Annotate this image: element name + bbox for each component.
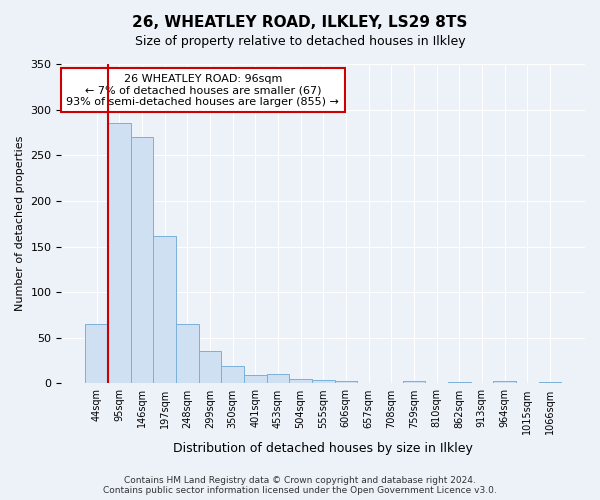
Bar	[85, 324, 108, 384]
Bar	[199, 352, 221, 384]
Bar	[244, 375, 266, 384]
Bar	[266, 374, 289, 384]
Bar	[289, 379, 312, 384]
Bar	[539, 382, 561, 384]
Y-axis label: Number of detached properties: Number of detached properties	[15, 136, 25, 312]
Bar	[448, 382, 470, 384]
Bar	[357, 382, 380, 384]
Text: Contains HM Land Registry data © Crown copyright and database right 2024.
Contai: Contains HM Land Registry data © Crown c…	[103, 476, 497, 495]
Text: 26 WHEATLEY ROAD: 96sqm
← 7% of detached houses are smaller (67)
93% of semi-det: 26 WHEATLEY ROAD: 96sqm ← 7% of detached…	[67, 74, 339, 107]
Bar	[312, 380, 335, 384]
X-axis label: Distribution of detached houses by size in Ilkley: Distribution of detached houses by size …	[173, 442, 473, 455]
Bar	[493, 380, 516, 384]
Text: 26, WHEATLEY ROAD, ILKLEY, LS29 8TS: 26, WHEATLEY ROAD, ILKLEY, LS29 8TS	[133, 15, 467, 30]
Text: Size of property relative to detached houses in Ilkley: Size of property relative to detached ho…	[134, 35, 466, 48]
Bar	[153, 236, 176, 384]
Bar	[108, 124, 131, 384]
Bar	[403, 380, 425, 384]
Bar	[176, 324, 199, 384]
Bar	[131, 137, 153, 384]
Bar	[221, 366, 244, 384]
Bar	[335, 380, 357, 384]
